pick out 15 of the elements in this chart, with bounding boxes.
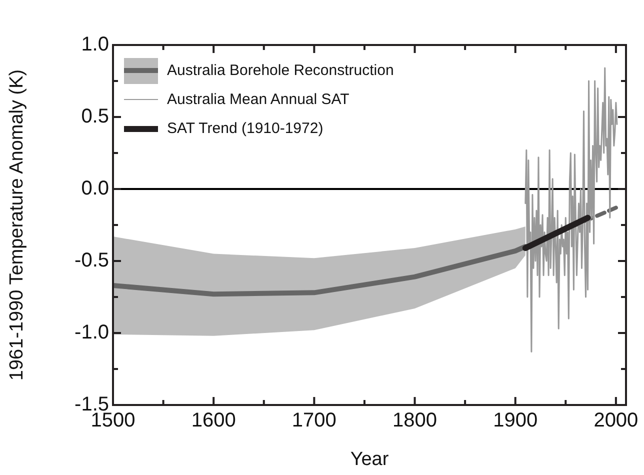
x-tick-label: 1700	[292, 410, 336, 432]
y-tick-label: -1.0	[74, 322, 109, 344]
legend-label: SAT Trend (1910-1972)	[167, 120, 324, 137]
x-tick-label: 2000	[594, 410, 638, 432]
x-tick-label: 1900	[493, 410, 538, 432]
legend-label: Australia Mean Annual SAT	[167, 91, 350, 108]
x-axis-title: Year	[350, 448, 390, 470]
x-tick-label: 1600	[191, 410, 236, 432]
y-tick-label: -0.5	[74, 250, 109, 272]
x-tick-label: 1800	[392, 410, 438, 432]
y-tick-label: 0.5	[81, 106, 109, 128]
y-tick-label: 0.0	[81, 178, 109, 200]
legend-label: Australia Borehole Reconstruction	[167, 62, 394, 79]
y-axis-title: 1961-1990 Temperature Anomaly (K)	[6, 69, 28, 381]
y-tick-label: 1.0	[81, 34, 109, 56]
